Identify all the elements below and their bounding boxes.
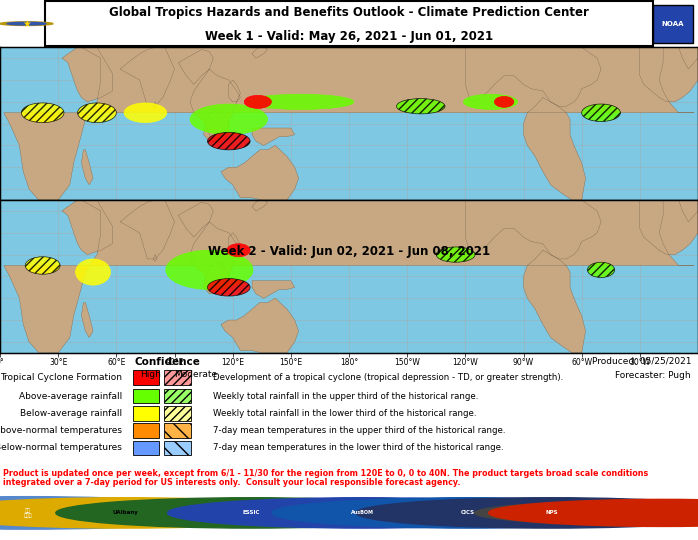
Text: 中央
氣象局: 中央 氣象局 — [24, 508, 32, 518]
Circle shape — [489, 500, 698, 526]
Polygon shape — [229, 80, 240, 102]
Text: Below-average rainfall: Below-average rainfall — [20, 409, 122, 418]
Polygon shape — [62, 200, 112, 254]
Polygon shape — [62, 48, 112, 102]
Ellipse shape — [166, 250, 253, 289]
Text: Above-average rainfall: Above-average rainfall — [19, 392, 122, 401]
Bar — [164, 389, 191, 403]
Ellipse shape — [247, 94, 354, 110]
Polygon shape — [252, 281, 295, 298]
Bar — [45, 1, 653, 46]
Text: NPS: NPS — [545, 510, 558, 515]
Text: integrated over a 7-day period for US interests only.  Consult your local respon: integrated over a 7-day period for US in… — [3, 478, 461, 487]
Polygon shape — [153, 254, 157, 261]
Text: AusBOM: AusBOM — [352, 510, 374, 515]
Text: Global Tropics Hazards and Benefits Outlook - Climate Prediction Center: Global Tropics Hazards and Benefits Outl… — [109, 6, 589, 19]
Text: UAlbany: UAlbany — [112, 510, 139, 515]
Bar — [164, 441, 191, 455]
Polygon shape — [252, 128, 295, 145]
Ellipse shape — [190, 104, 267, 134]
Ellipse shape — [207, 279, 250, 296]
Bar — [164, 406, 191, 421]
Polygon shape — [640, 200, 698, 254]
Text: Below-normal temperatures: Below-normal temperatures — [0, 443, 122, 453]
Polygon shape — [153, 102, 157, 109]
Polygon shape — [221, 145, 299, 200]
Ellipse shape — [227, 244, 250, 256]
Ellipse shape — [124, 103, 167, 123]
Bar — [133, 370, 159, 384]
Circle shape — [0, 22, 53, 25]
Polygon shape — [252, 48, 267, 58]
Text: Week 1 - Valid: May 26, 2021 - Jun 01, 2021: Week 1 - Valid: May 26, 2021 - Jun 01, 2… — [205, 30, 493, 43]
Circle shape — [272, 498, 663, 528]
Ellipse shape — [494, 97, 514, 107]
Bar — [133, 389, 159, 403]
Circle shape — [356, 498, 698, 528]
Ellipse shape — [588, 262, 615, 278]
Circle shape — [56, 498, 447, 528]
Text: Above-normal temperatures: Above-normal temperatures — [0, 426, 122, 435]
Text: Weekly total rainfall in the upper third of the historical range.: Weekly total rainfall in the upper third… — [213, 392, 478, 401]
Polygon shape — [252, 200, 267, 211]
Polygon shape — [120, 48, 174, 106]
Polygon shape — [82, 150, 93, 185]
Ellipse shape — [207, 132, 250, 150]
Polygon shape — [0, 200, 694, 353]
Circle shape — [168, 498, 558, 528]
Ellipse shape — [396, 99, 445, 114]
Polygon shape — [205, 111, 229, 141]
Ellipse shape — [77, 103, 117, 123]
Text: ★: ★ — [22, 19, 31, 29]
Polygon shape — [640, 48, 698, 102]
Bar — [164, 370, 191, 384]
Ellipse shape — [22, 103, 64, 123]
Polygon shape — [0, 48, 694, 200]
Text: NOAA: NOAA — [662, 21, 684, 26]
Polygon shape — [205, 264, 229, 294]
Polygon shape — [179, 50, 240, 141]
Text: Week 2 - Valid: Jun 02, 2021 - Jun 08, 2021: Week 2 - Valid: Jun 02, 2021 - Jun 08, 2… — [208, 245, 490, 258]
Text: Produced: 05/25/2021: Produced: 05/25/2021 — [591, 357, 691, 366]
Text: Development of a tropical cyclone (tropical depression - TD, or greater strength: Development of a tropical cyclone (tropi… — [213, 373, 563, 382]
Bar — [133, 423, 159, 438]
Bar — [164, 423, 191, 438]
Ellipse shape — [436, 247, 475, 262]
Polygon shape — [678, 48, 698, 69]
Polygon shape — [82, 302, 93, 338]
Circle shape — [7, 22, 46, 25]
Bar — [653, 5, 693, 43]
Text: Confidence: Confidence — [135, 357, 200, 367]
Ellipse shape — [463, 94, 518, 110]
Polygon shape — [179, 202, 240, 294]
Polygon shape — [524, 98, 586, 200]
Text: High: High — [140, 370, 161, 379]
Ellipse shape — [244, 95, 272, 109]
Text: Forecaster: Pugh: Forecaster: Pugh — [616, 372, 691, 380]
Text: 7-day mean temperatures in the lower third of the historical range.: 7-day mean temperatures in the lower thi… — [213, 443, 503, 453]
Circle shape — [0, 497, 237, 529]
Polygon shape — [120, 200, 174, 259]
Text: Weekly total rainfall in the lower third of the historical range.: Weekly total rainfall in the lower third… — [213, 409, 477, 418]
Ellipse shape — [75, 259, 110, 285]
Text: CICS: CICS — [461, 510, 475, 515]
Text: Moderate: Moderate — [174, 370, 217, 379]
Ellipse shape — [581, 104, 621, 122]
Polygon shape — [678, 200, 698, 222]
Text: 7-day mean temperatures in the upper third of the historical range.: 7-day mean temperatures in the upper thi… — [213, 426, 505, 435]
Polygon shape — [229, 233, 240, 254]
Bar — [133, 406, 159, 421]
Polygon shape — [221, 298, 299, 353]
Polygon shape — [466, 200, 601, 259]
Text: ESSIC: ESSIC — [242, 510, 260, 515]
Text: Tropical Cyclone Formation: Tropical Cyclone Formation — [0, 373, 122, 382]
Circle shape — [0, 498, 321, 528]
Text: Product is updated once per week, except from 6/1 - 11/30 for the region from 12: Product is updated once per week, except… — [3, 469, 648, 478]
Circle shape — [475, 502, 698, 524]
Polygon shape — [524, 250, 586, 353]
Polygon shape — [466, 48, 601, 106]
Ellipse shape — [25, 256, 60, 274]
Bar — [133, 441, 159, 455]
